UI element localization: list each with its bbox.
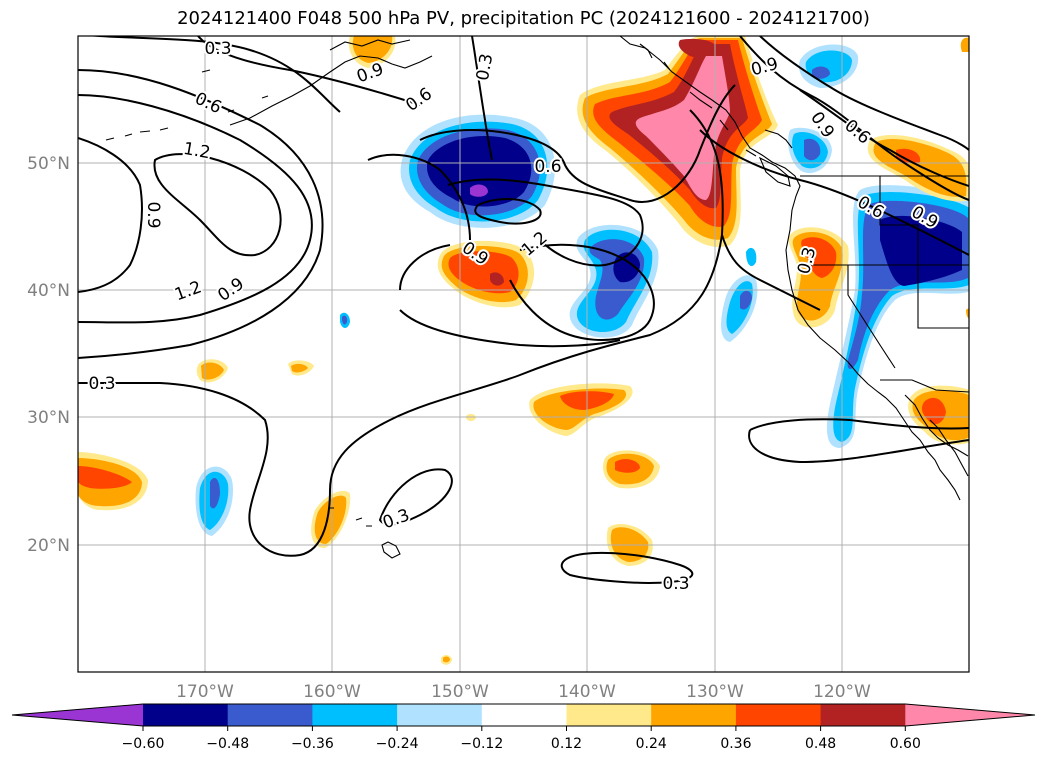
colorbar: −0.60 −0.48 −0.36 −0.24 −0.12 0.12 0.24 0.36 0.4… [11,703,1036,752]
lon-label: 170°W [176,682,234,702]
colorbar-segment [566,704,652,726]
lon-label: 150°W [431,682,489,702]
lon-label: 140°W [558,682,616,702]
colorbar-tick-label: −0.24 [376,736,419,752]
colorbar-tick-label: 0.36 [720,736,751,752]
positive-blob-pnw [577,36,778,248]
colorbar-tick-label: −0.48 [206,736,249,752]
colorbar-segment [481,704,567,726]
lat-labels: 50°N 40°N 30°N 20°N [27,154,70,556]
lat-label: 20°N [27,536,70,556]
colorbar-segment [227,704,313,726]
colorbar-tick-label: −0.60 [122,736,165,752]
contour-label: 0.3 [88,374,115,394]
map-title: 2024121400 F048 500 hPa PV, precipitatio… [177,8,870,29]
colorbar-tick-label: 0.60 [890,736,921,752]
colorbar-segment [397,704,483,726]
colorbar-tick-label: −0.12 [460,736,503,752]
colorbar-tick-label: 0.48 [805,736,836,752]
colorbar-extend-low [12,704,143,726]
lat-label: 50°N [27,154,70,174]
pv-contours [78,36,969,584]
lon-label: 120°W [813,682,871,702]
lat-label: 30°N [27,408,70,428]
colorbar-extend-high [905,704,1035,726]
colorbar-segment [651,704,737,726]
colorbar-segment [820,704,906,726]
negative-blob-uswest [788,44,969,448]
lon-label: 130°W [686,682,744,702]
colorbar-tick-label: 0.12 [551,736,582,752]
colorbar-tick-label: −0.36 [291,736,334,752]
contour-label: 0.6 [534,157,561,177]
contour-label: 0.3 [473,52,497,82]
contour-label: 0.9 [143,201,163,228]
lon-labels: 170°W 160°W 150°W 140°W 130°W 120°W [176,682,871,702]
colorbar-segment [143,704,229,726]
contour-label: 0.3 [204,39,231,59]
map-frame [77,35,970,673]
colorbar-segment [735,704,822,726]
lat-label: 40°N [27,281,70,301]
colorbar-segment [312,704,398,726]
colorbar-tick-label: 0.24 [636,736,667,752]
contour-label: 0.3 [662,574,689,594]
negative-blob-central [569,224,659,338]
lon-label: 160°W [303,682,361,702]
